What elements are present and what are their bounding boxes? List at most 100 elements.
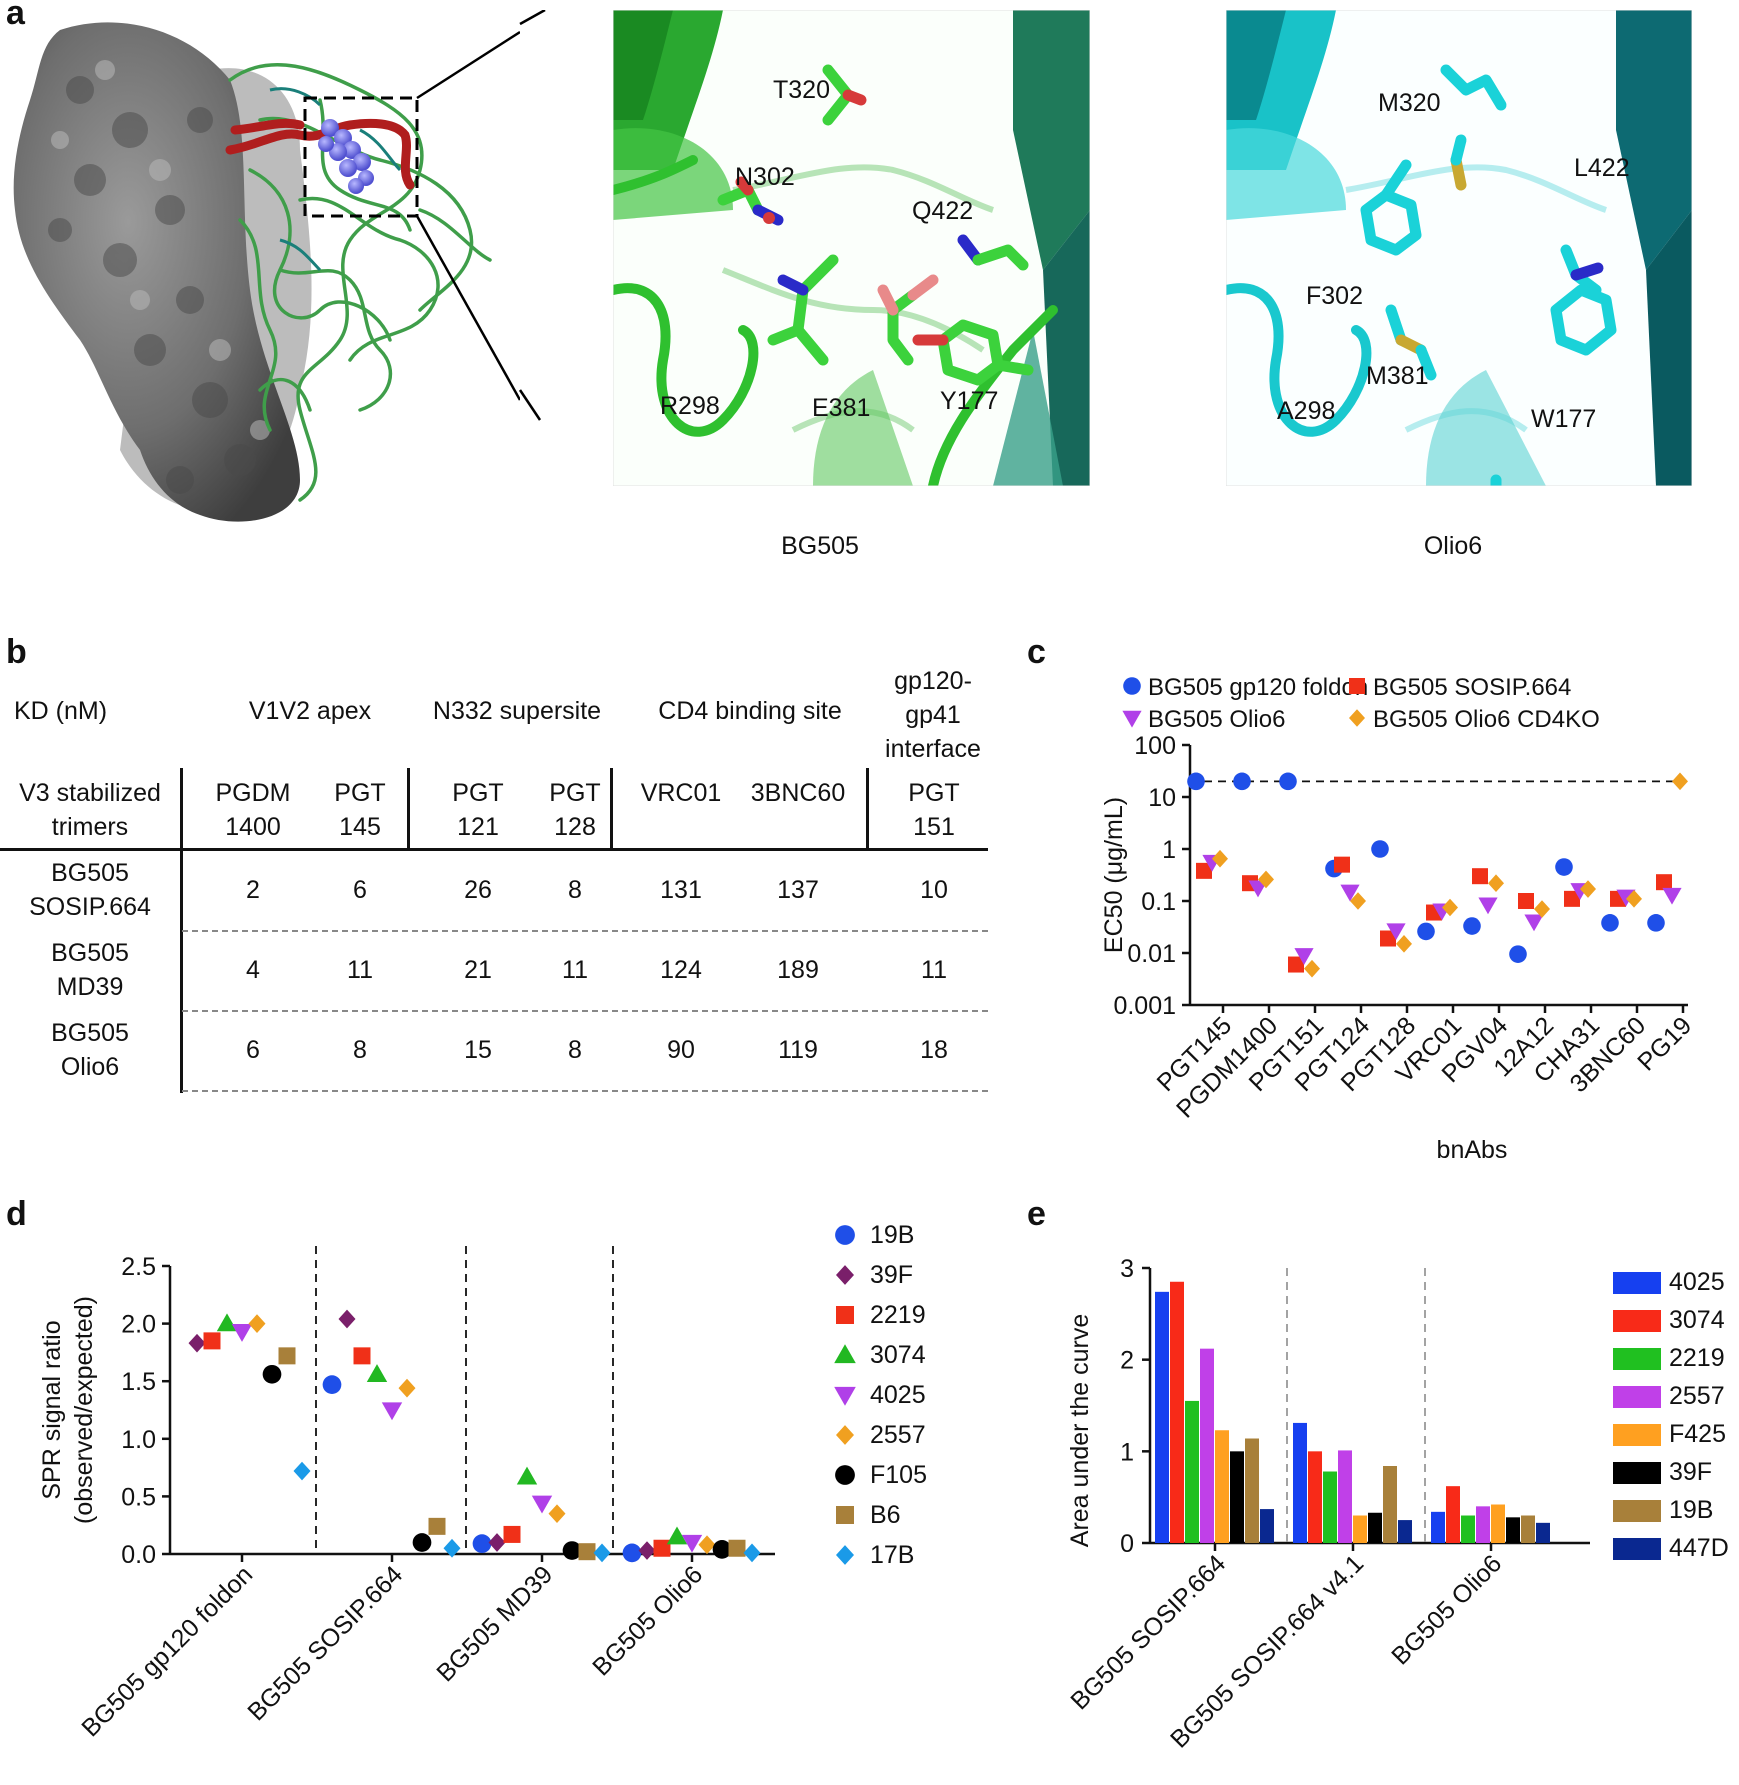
legend-item: 2557 (830, 1420, 926, 1450)
legend-marker (836, 1306, 854, 1324)
legend-label: 4025 (1669, 1268, 1725, 1296)
legend-swatch (1613, 1385, 1661, 1408)
data-point (1580, 880, 1596, 898)
table-cell: 21 (464, 956, 492, 984)
data-point (381, 1402, 403, 1421)
data-point (1509, 945, 1527, 963)
data-point (562, 1541, 582, 1560)
legend-label: F105 (870, 1460, 927, 1489)
legend-label: 17B (870, 1540, 915, 1569)
legend-label: 39F (870, 1260, 914, 1289)
x-tick-label: PG19 (1632, 1011, 1697, 1076)
residue-label: Y177 (940, 387, 999, 415)
residue-label: Q422 (912, 197, 974, 225)
spr-chart: 0.0 0.5 1.0 1.5 2.0 2.5 SPR signal ratio (obser… (38, 1246, 775, 1742)
bar (1293, 1422, 1307, 1543)
data-point (531, 1495, 553, 1514)
data-point (353, 1347, 371, 1365)
data-point (188, 1333, 206, 1353)
legend-swatch (1613, 1423, 1661, 1446)
data-point (653, 1539, 671, 1557)
data-point (516, 1466, 538, 1485)
panel-a-overview-structure (13, 22, 520, 522)
data-point (1371, 840, 1389, 858)
y-tick-label: 2.5 (121, 1253, 156, 1281)
antibody-header: PGT 151 (908, 779, 960, 841)
data-point (1304, 959, 1320, 978)
data-point (1564, 890, 1580, 907)
legend-swatch (1613, 1309, 1661, 1332)
panel-label-e: e (1027, 1195, 1046, 1233)
table-cell: 90 (667, 1036, 695, 1064)
table-cell: 26 (464, 876, 492, 904)
data-point (262, 1364, 282, 1384)
data-point (548, 1504, 566, 1524)
y-tick-label: 3 (1120, 1255, 1134, 1283)
bar (1230, 1451, 1244, 1543)
table-row-name: BG505 Olio6 (51, 1019, 129, 1081)
table-dashed-line (182, 1010, 988, 1012)
y-tick-label: 0.0 (121, 1541, 156, 1569)
legend-item: 2557 (1613, 1382, 1725, 1411)
table-cell: 6 (246, 1036, 260, 1064)
bar (1155, 1291, 1169, 1543)
legend-swatch (1613, 1347, 1661, 1370)
legend-label: BG505 Olio6 CD4KO (1373, 706, 1600, 733)
data-point (1626, 890, 1642, 908)
table-cell: 124 (660, 956, 702, 984)
data-point (1662, 887, 1682, 905)
antibody-header: PGT 121 (452, 779, 504, 841)
bar (1338, 1450, 1352, 1543)
table-vline (407, 768, 410, 848)
table-vline (866, 768, 869, 848)
bar (1215, 1430, 1229, 1543)
y-tick-label: 0.5 (121, 1483, 156, 1511)
legend-label: 2219 (1669, 1344, 1725, 1372)
table-cell: 10 (920, 876, 948, 904)
data-point (1187, 772, 1205, 791)
data-point (681, 1534, 703, 1553)
y-axis-label: Area under the curve (1066, 1314, 1094, 1547)
table-cell: 6 (353, 876, 367, 904)
data-point (216, 1313, 238, 1332)
antibody-header: PGDM 1400 (215, 779, 291, 841)
legend-item: B6 (830, 1500, 901, 1530)
data-point (1386, 923, 1406, 941)
legend-label: 4025 (870, 1380, 926, 1409)
antibody-header: 3BNC60 (750, 779, 846, 807)
legend-label: 2219 (870, 1300, 926, 1329)
data-point (1488, 874, 1504, 892)
data-point (1472, 868, 1488, 885)
legend-item: 2219 (830, 1300, 926, 1330)
bar (1200, 1348, 1214, 1543)
data-point (1656, 874, 1672, 891)
table-cell: 11 (562, 956, 588, 984)
x-axis-label: bnAbs (1437, 1136, 1508, 1160)
y-axis-label: EC50 (μg/mL) (1100, 797, 1128, 953)
y-tick-label: 1 (1120, 1438, 1134, 1466)
legend-item: 4025 (830, 1380, 926, 1410)
panel-label-c: c (1027, 633, 1046, 671)
bar (1536, 1522, 1550, 1543)
y-tick-label: 2 (1120, 1347, 1134, 1375)
y-axis-label: SPR signal ratio (38, 1320, 66, 1499)
legend-item: 17B (830, 1540, 914, 1570)
table-corner-bottom: V3 stabilized trimers (0, 776, 180, 844)
data-point (1555, 858, 1573, 876)
legend-label: F425 (1669, 1420, 1726, 1448)
data-point (1524, 914, 1544, 932)
data-point (231, 1324, 253, 1342)
bar (1461, 1515, 1475, 1543)
y-tick-label: 0.01 (1127, 940, 1176, 968)
panel-label-a: a (6, 0, 25, 32)
legend-marker (1123, 677, 1141, 695)
bar (1260, 1509, 1274, 1543)
legend-item: 39F (1613, 1458, 1712, 1487)
olio6-zoom-structure (1226, 10, 1692, 486)
legend-marker (1122, 710, 1142, 728)
residue-label: F302 (1306, 282, 1363, 310)
y-tick-label: 0.1 (1141, 888, 1176, 916)
legend-item: 39F (830, 1260, 913, 1290)
residue-label: W177 (1531, 405, 1597, 433)
data-point (338, 1309, 356, 1329)
